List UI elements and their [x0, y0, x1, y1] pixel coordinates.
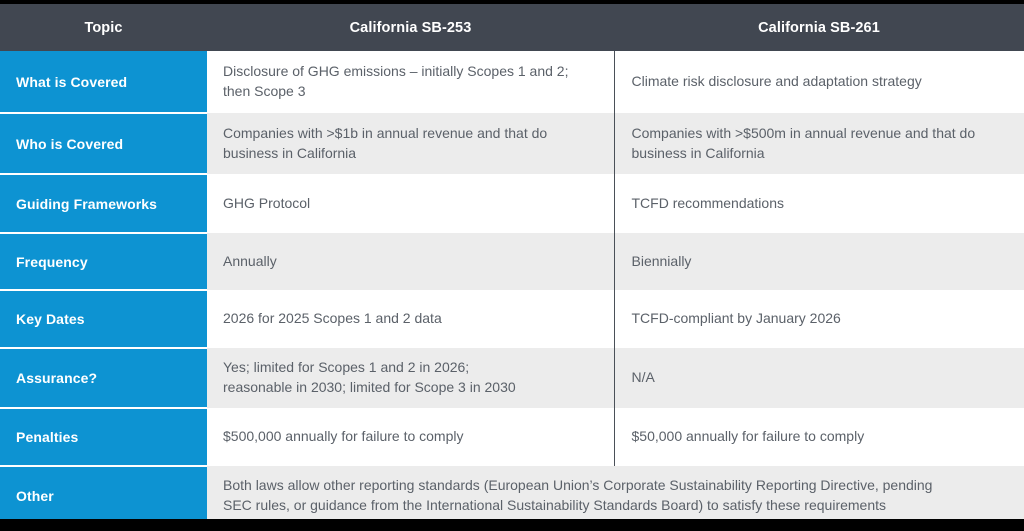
table-row: What is Covered Disclosure of GHG emissi… — [0, 51, 1024, 114]
cell-text-line: 2026 for 2025 Scopes 1 and 2 data — [223, 310, 442, 327]
cell-sb253-what-is-covered: Disclosure of GHG emissions – initially … — [207, 51, 615, 113]
table-row: Guiding Frameworks GHG Protocol TCFD rec… — [0, 173, 1024, 234]
table-header: Topic California SB-253 California SB-26… — [0, 4, 1024, 51]
cell-text-line: Climate risk disclosure and adaptation s… — [631, 73, 922, 90]
cell-text-line: Annually — [223, 252, 277, 269]
cell-text-line: reasonable in 2030; limited for Scope 3 … — [223, 378, 516, 395]
row-label-penalties: Penalties — [0, 406, 207, 467]
column-header-sb-253: California SB-253 — [207, 4, 614, 51]
table-row: Assurance? Yes; limited for Scopes 1 and… — [0, 347, 1024, 409]
cell-text-line: then Scope 3 — [223, 83, 306, 99]
row-label-who-is-covered: Who is Covered — [0, 112, 207, 175]
cell-sb261-what-is-covered: Climate risk disclosure and adaptation s… — [614, 51, 1024, 113]
cell-other-both-laws: Both laws allow other reporting standard… — [207, 465, 1024, 526]
cell-text-line: N/A — [631, 368, 655, 385]
column-header-sb-261: California SB-261 — [614, 4, 1024, 51]
cell-text-line: SEC rules, or guidance from the Internat… — [223, 496, 887, 513]
table-row: Who is Covered Companies with >$1b in an… — [0, 112, 1024, 175]
table-row: Frequency Annually Biennially — [0, 232, 1024, 291]
table-row: Penalties $500,000 annually for failure … — [0, 406, 1024, 467]
cell-sb261-penalties: $50,000 annually for failure to comply — [614, 407, 1024, 466]
comparison-table-container: Topic California SB-253 California SB-26… — [0, 4, 1024, 526]
cell-sb261-key-dates: TCFD-compliant by January 2026 — [614, 290, 1024, 348]
row-label-frequency: Frequency — [0, 232, 207, 291]
cell-sb253-guiding-frameworks: GHG Protocol — [207, 174, 615, 233]
cell-text-line: Companies with >$500m in annual revenue … — [631, 124, 976, 141]
cell-text-line: Companies with >$1b in annual revenue an… — [223, 124, 548, 141]
cell-sb253-penalties: $500,000 annually for failure to comply — [207, 407, 615, 466]
cell-sb253-assurance: Yes; limited for Scopes 1 and 2 in 2026;… — [207, 348, 615, 408]
slide-bottom-band — [0, 519, 1024, 531]
cell-text-line: Both laws allow other reporting standard… — [223, 476, 933, 493]
cell-text-line: $500,000 annually for failure to comply — [223, 427, 464, 444]
slide-top-band — [0, 0, 1024, 4]
cell-sb261-guiding-frameworks: TCFD recommendations — [614, 174, 1024, 233]
row-label-what-is-covered: What is Covered — [0, 51, 207, 114]
cell-sb253-frequency: Annually — [207, 233, 615, 290]
cell-text-line: business in California — [223, 144, 357, 161]
cell-sb261-assurance: N/A — [614, 348, 1024, 408]
row-label-key-dates: Key Dates — [0, 289, 207, 349]
table-row: Key Dates 2026 for 2025 Scopes 1 and 2 d… — [0, 289, 1024, 349]
cell-sb261-who-is-covered: Companies with >$500m in annual revenue … — [614, 113, 1024, 174]
row-label-other: Other — [0, 464, 207, 526]
table-body: What is Covered Disclosure of GHG emissi… — [0, 51, 1024, 526]
cell-text-line: business in California — [631, 144, 765, 161]
cell-text-line: Yes; limited for Scopes 1 and 2 in 2026; — [223, 359, 470, 375]
cell-sb253-who-is-covered: Companies with >$1b in annual revenue an… — [207, 113, 615, 174]
table-header-row: Topic California SB-253 California SB-26… — [0, 4, 1024, 51]
cell-text-line: Disclosure of GHG emissions – initially … — [223, 63, 569, 80]
cell-text-line: $50,000 annually for failure to comply — [631, 427, 865, 444]
cell-text-line: GHG Protocol — [223, 194, 311, 211]
row-label-guiding-frameworks: Guiding Frameworks — [0, 173, 207, 234]
cell-sb261-frequency: Biennially — [614, 233, 1024, 290]
cell-sb253-key-dates: 2026 for 2025 Scopes 1 and 2 data — [207, 290, 615, 348]
cell-text-line: Biennially — [631, 252, 692, 269]
cell-text-line: TCFD recommendations — [631, 194, 785, 211]
comparison-table: Topic California SB-253 California SB-26… — [0, 4, 1024, 526]
cell-text-line: TCFD-compliant by January 2026 — [631, 310, 841, 327]
table-row: Other Both laws allow other reporting st… — [0, 464, 1024, 526]
column-header-topic: Topic — [0, 4, 207, 51]
row-label-assurance: Assurance? — [0, 347, 207, 409]
